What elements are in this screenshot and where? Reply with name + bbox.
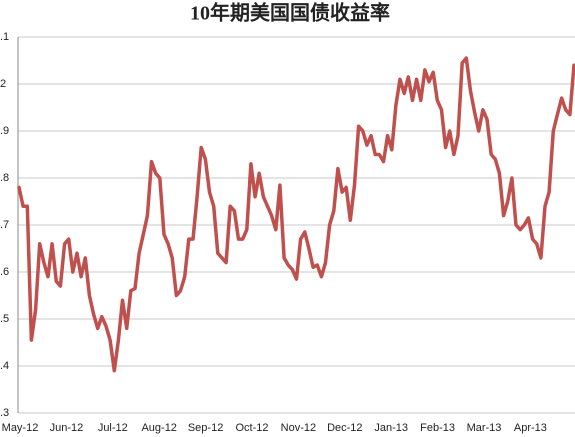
y-tick-label: .7 [0, 219, 9, 231]
y-tick-label: .3 [0, 407, 9, 419]
x-tick-label: Dec-12 [327, 422, 362, 434]
x-tick-label: Sep-12 [188, 422, 223, 434]
y-tick-label: 2 [0, 78, 6, 90]
x-tick-label: Apr-13 [514, 422, 547, 434]
y-tick-label: .1 [0, 31, 9, 43]
y-tick-label: .6 [0, 266, 9, 278]
x-tick-label: Oct-12 [235, 422, 268, 434]
x-tick-label: Aug-12 [141, 422, 176, 434]
x-tick-label: Jun-12 [50, 422, 84, 434]
x-tick-label: Jul-12 [98, 422, 128, 434]
y-tick-label: .9 [0, 125, 9, 137]
y-tick-label: .8 [0, 172, 9, 184]
x-tick-label: Nov-12 [281, 422, 316, 434]
line-series [17, 56, 575, 373]
x-tick-label: Jan-13 [374, 422, 408, 434]
y-tick-label: .4 [0, 360, 9, 372]
x-tick-label: May-12 [2, 422, 39, 434]
x-tick-label: Feb-13 [420, 422, 455, 434]
y-tick-label: .5 [0, 313, 9, 325]
x-tick-label: Mar-13 [467, 422, 502, 434]
chart-title: 10年期美国国债收益率 [190, 1, 390, 25]
